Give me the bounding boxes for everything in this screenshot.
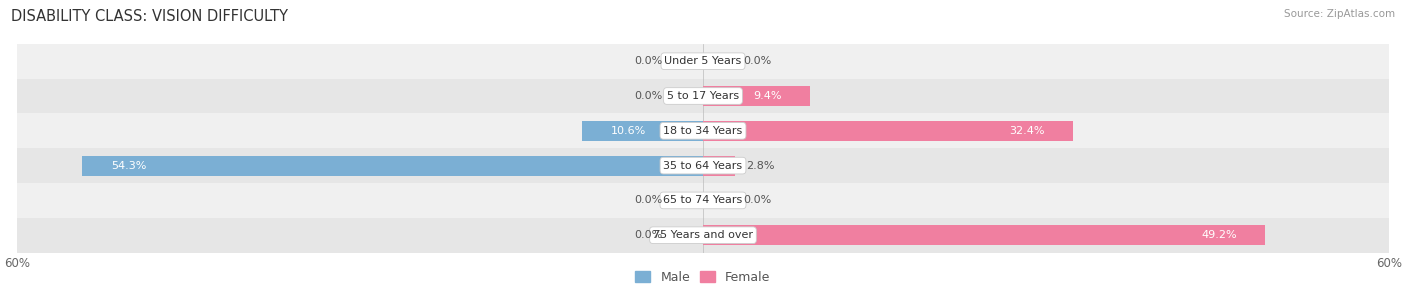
Text: 0.0%: 0.0%	[742, 196, 772, 205]
Bar	[17, 148, 1389, 183]
Text: 49.2%: 49.2%	[1201, 230, 1237, 240]
Text: Source: ZipAtlas.com: Source: ZipAtlas.com	[1284, 9, 1395, 19]
Text: 0.0%: 0.0%	[634, 196, 664, 205]
Bar	[17, 218, 1389, 253]
Bar	[17, 44, 1389, 79]
Text: 0.0%: 0.0%	[634, 56, 664, 66]
Text: 32.4%: 32.4%	[1010, 126, 1045, 136]
Text: 5 to 17 Years: 5 to 17 Years	[666, 91, 740, 101]
Text: DISABILITY CLASS: VISION DIFFICULTY: DISABILITY CLASS: VISION DIFFICULTY	[11, 9, 288, 24]
Bar	[17, 183, 1389, 218]
Text: 35 to 64 Years: 35 to 64 Years	[664, 161, 742, 170]
Legend: Male, Female: Male, Female	[636, 271, 770, 284]
Text: Under 5 Years: Under 5 Years	[665, 56, 741, 66]
Text: 18 to 34 Years: 18 to 34 Years	[664, 126, 742, 136]
Bar	[703, 156, 735, 176]
Bar	[703, 86, 810, 106]
Text: 2.8%: 2.8%	[747, 161, 775, 170]
Text: 10.6%: 10.6%	[610, 126, 645, 136]
Text: 0.0%: 0.0%	[634, 230, 664, 240]
Text: 0.0%: 0.0%	[634, 91, 664, 101]
Text: 9.4%: 9.4%	[754, 91, 782, 101]
Bar	[17, 79, 1389, 113]
Text: 75 Years and over: 75 Years and over	[652, 230, 754, 240]
Bar	[17, 113, 1389, 148]
Text: 65 to 74 Years: 65 to 74 Years	[664, 196, 742, 205]
Bar	[703, 121, 1073, 141]
Bar	[83, 156, 703, 176]
Text: 54.3%: 54.3%	[111, 161, 146, 170]
Bar	[703, 225, 1265, 245]
Bar	[582, 121, 703, 141]
Text: 0.0%: 0.0%	[742, 56, 772, 66]
